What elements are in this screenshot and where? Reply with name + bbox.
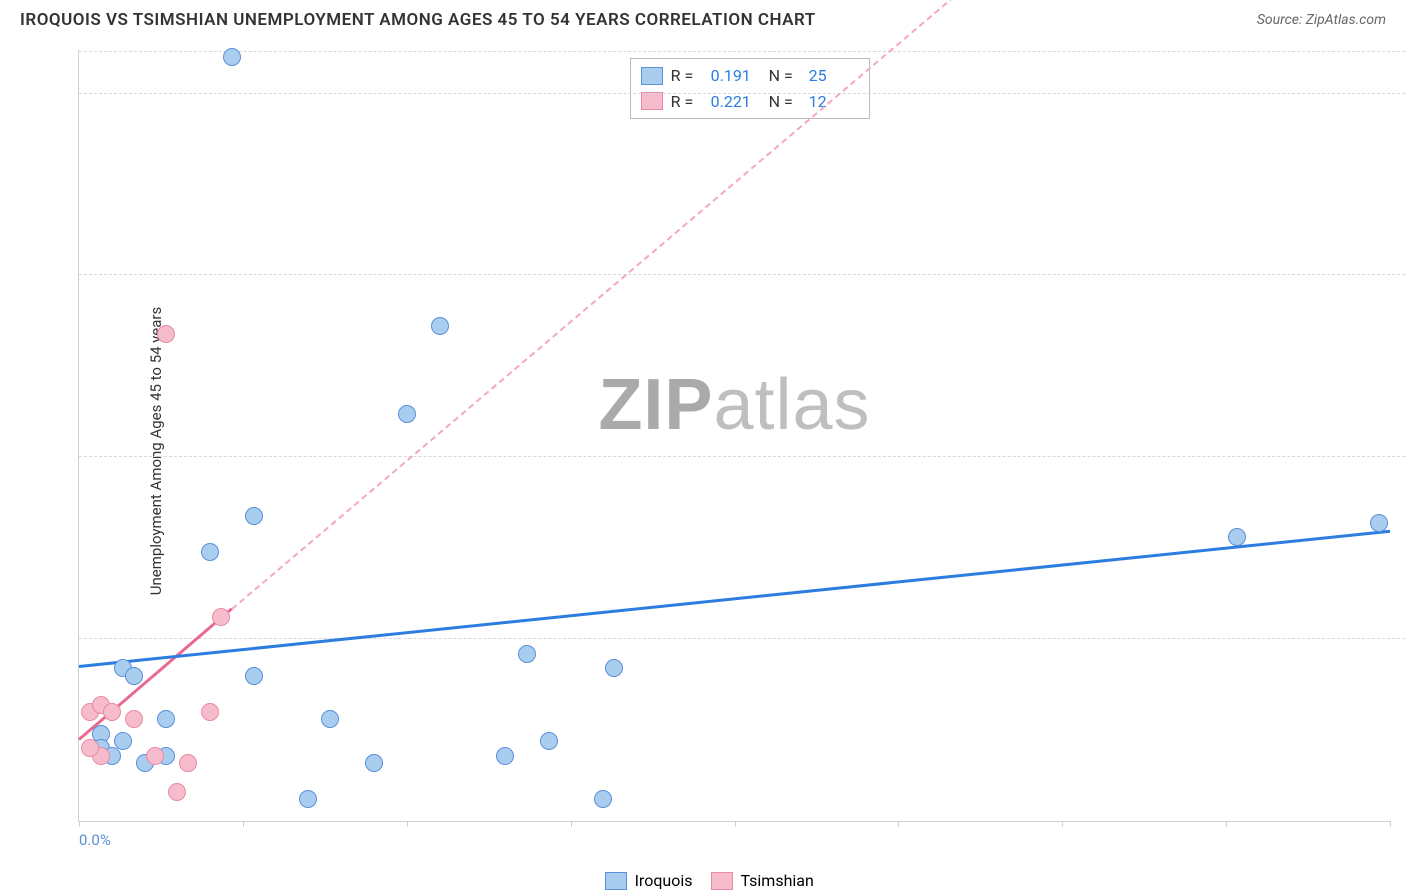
scatter-point bbox=[594, 790, 612, 808]
legend-item: Tsimshian bbox=[711, 871, 814, 890]
scatter-point bbox=[179, 754, 197, 772]
chart-area: Unemployment Among Ages 45 to 54 years Z… bbox=[50, 50, 1390, 852]
chart-title: IROQUOIS VS TSIMSHIAN UNEMPLOYMENT AMONG… bbox=[20, 10, 816, 30]
legend-label: Iroquois bbox=[635, 871, 693, 890]
corr-r-value: 0.191 bbox=[711, 63, 761, 89]
scatter-point bbox=[201, 543, 219, 561]
corr-n-label: N = bbox=[769, 63, 801, 89]
x-tick bbox=[407, 821, 408, 827]
trend-line bbox=[79, 530, 1390, 668]
scatter-point bbox=[540, 732, 558, 750]
x-tick bbox=[243, 821, 244, 827]
x-tick bbox=[1062, 821, 1063, 827]
chart-header: IROQUOIS VS TSIMSHIAN UNEMPLOYMENT AMONG… bbox=[0, 0, 1406, 36]
plot-region: ZIPatlas R = 0.191 N = 25 R = 0.221 N = … bbox=[78, 50, 1390, 822]
watermark: ZIPatlas bbox=[598, 364, 870, 446]
scatter-point bbox=[245, 507, 263, 525]
chart-source: Source: ZipAtlas.com bbox=[1257, 12, 1386, 28]
scatter-point bbox=[157, 325, 175, 343]
gridline-horizontal bbox=[79, 274, 1406, 275]
legend-swatch bbox=[605, 872, 627, 890]
scatter-point bbox=[398, 405, 416, 423]
legend-item: Iroquois bbox=[605, 871, 693, 890]
scatter-point bbox=[114, 732, 132, 750]
legend-label: Tsimshian bbox=[741, 871, 814, 890]
scatter-point bbox=[299, 790, 317, 808]
series-legend: Iroquois Tsimshian bbox=[605, 871, 814, 890]
scatter-point bbox=[212, 608, 230, 626]
scatter-point bbox=[103, 703, 121, 721]
scatter-point bbox=[431, 317, 449, 335]
watermark-light: atlas bbox=[713, 365, 870, 445]
scatter-point bbox=[125, 710, 143, 728]
scatter-point bbox=[245, 667, 263, 685]
scatter-point bbox=[157, 710, 175, 728]
corr-r-label: R = bbox=[671, 63, 703, 89]
gridline-horizontal bbox=[79, 456, 1406, 457]
x-tick bbox=[1226, 821, 1227, 827]
scatter-point bbox=[1370, 514, 1388, 532]
y-tick-label: 50.0% bbox=[1395, 67, 1406, 85]
y-tick-label: 25.0% bbox=[1395, 430, 1406, 448]
scatter-point bbox=[605, 659, 623, 677]
gridline-horizontal bbox=[79, 93, 1406, 94]
scatter-point bbox=[1228, 528, 1246, 546]
y-tick-label: 12.5% bbox=[1395, 612, 1406, 630]
x-tick bbox=[898, 821, 899, 827]
scatter-point bbox=[201, 703, 219, 721]
y-tick-label: 37.5% bbox=[1395, 248, 1406, 266]
x-tick bbox=[735, 821, 736, 827]
x-tick bbox=[571, 821, 572, 827]
scatter-point bbox=[518, 645, 536, 663]
x-tick bbox=[79, 821, 80, 827]
scatter-point bbox=[321, 710, 339, 728]
scatter-point bbox=[496, 747, 514, 765]
scatter-point bbox=[223, 48, 241, 66]
corr-row: R = 0.191 N = 25 bbox=[641, 63, 859, 89]
legend-swatch bbox=[641, 92, 663, 110]
gridline-horizontal bbox=[79, 638, 1406, 639]
legend-swatch bbox=[711, 872, 733, 890]
scatter-point bbox=[146, 747, 164, 765]
x-tick-label: 0.0% bbox=[79, 831, 111, 849]
scatter-point bbox=[168, 783, 186, 801]
watermark-bold: ZIP bbox=[598, 365, 713, 445]
scatter-point bbox=[81, 739, 99, 757]
gridline-horizontal bbox=[79, 51, 1406, 52]
legend-swatch bbox=[641, 67, 663, 85]
x-tick bbox=[1390, 821, 1391, 827]
scatter-point bbox=[365, 754, 383, 772]
scatter-point bbox=[125, 667, 143, 685]
correlation-legend: R = 0.191 N = 25 R = 0.221 N = 12 bbox=[630, 58, 870, 119]
